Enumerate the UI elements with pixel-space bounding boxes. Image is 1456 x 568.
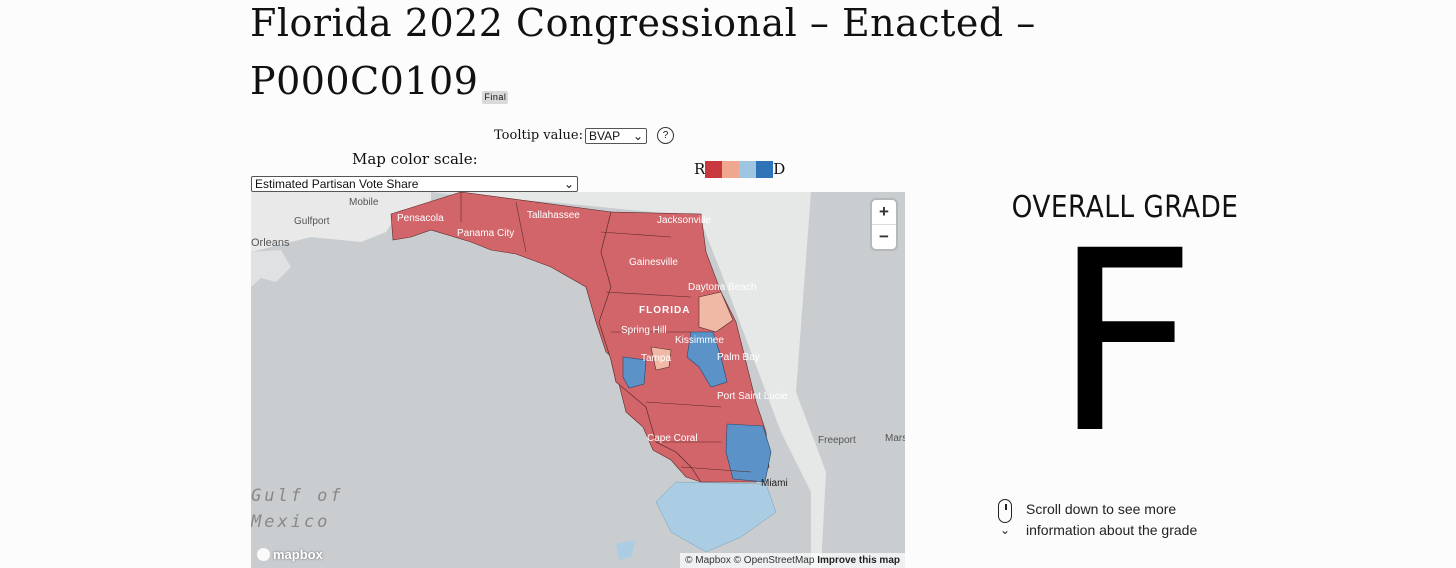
legend-left-label: R: [694, 160, 706, 178]
chevron-down-icon: ⌄: [632, 128, 644, 143]
help-icon-label: ?: [662, 130, 669, 141]
legend-right-label: D: [773, 160, 786, 178]
district-boundaries: [460, 192, 752, 473]
place-label: Mobile: [349, 197, 379, 208]
place-label: Gainesville: [629, 257, 678, 268]
help-icon[interactable]: ?: [657, 127, 675, 144]
place-label: Mars: [885, 433, 905, 444]
scroll-hint: ⌄ Scroll down to see more information ab…: [996, 499, 1226, 541]
attribution-mapbox-link[interactable]: © Mapbox: [685, 555, 731, 566]
mapbox-logo[interactable]: mapbox: [257, 547, 323, 562]
scroll-hint-line1: Scroll down to see more: [1026, 501, 1177, 517]
zoom-control: + −: [872, 200, 896, 249]
color-legend: R D: [694, 160, 785, 178]
water-label: Mexico: [251, 512, 331, 532]
district-south-blue: [725, 423, 772, 483]
color-scale-select-value: Estimated Partisan Vote Share: [255, 177, 419, 191]
status-badge: Final: [482, 91, 509, 104]
place-label: Tallahassee: [527, 210, 580, 221]
grade-heading: OVERALL GRADE: [1011, 190, 1239, 225]
place-label: FLORIDA: [639, 305, 691, 316]
place-label: Kissimmee: [675, 335, 724, 346]
place-label: Cape Coral: [647, 433, 698, 444]
scroll-hint-text: Scroll down to see more information abou…: [1026, 499, 1226, 541]
place-label: Port Saint Lucie: [717, 391, 788, 402]
place-label: Palm Bay: [717, 352, 760, 363]
place-label: Jacksonville: [657, 215, 711, 226]
tooltip-label: Tooltip value:: [494, 128, 584, 143]
place-label: Daytona Beach: [688, 282, 757, 293]
zoom-out-button[interactable]: −: [872, 224, 896, 249]
land-gulf-coast: [251, 192, 431, 252]
place-label: Tampa: [641, 353, 672, 364]
place-label: Gulfport: [294, 216, 330, 227]
attribution-osm-link[interactable]: © OpenStreetMap: [733, 555, 815, 566]
grade-letter: F: [1053, 197, 1197, 488]
district-keys-islet: [616, 540, 636, 560]
map-attribution: © Mapbox © OpenStreetMap Improve this ma…: [680, 553, 905, 568]
legend-swatch: [722, 160, 740, 178]
tooltip-select-value: BVAP: [589, 128, 621, 143]
color-scale-select[interactable]: Estimated Partisan Vote Share ⌄: [251, 176, 578, 192]
mapbox-logo-text: mapbox: [273, 547, 323, 562]
place-label: Pensacola: [397, 213, 444, 224]
district-map[interactable]: Mobile Gulfport Orleans Pensacola Panama…: [251, 192, 905, 568]
legend-swatch: [705, 160, 723, 178]
district-keys-light: [655, 481, 777, 553]
tooltip-control: Tooltip value: BVAP ⌄ ?: [494, 127, 675, 144]
water-label: Gulf of: [251, 486, 344, 506]
district-orlando: [686, 331, 728, 388]
chevron-down-icon: ⌄: [563, 177, 574, 191]
place-label: Orleans: [251, 237, 290, 249]
zoom-in-button[interactable]: +: [879, 202, 889, 221]
place-label: Panama City: [457, 228, 515, 239]
legend-swatch: [756, 160, 774, 178]
tooltip-select[interactable]: BVAP ⌄: [585, 127, 648, 144]
map-canvas: [251, 192, 905, 568]
land-louisiana: [251, 250, 291, 287]
district-daytona: [698, 291, 734, 333]
color-scale-label: Map color scale:: [352, 150, 478, 168]
land-mainland: [431, 192, 905, 568]
place-label: Freeport: [818, 435, 856, 446]
district-tampa-blue: [622, 356, 647, 389]
improve-map-link[interactable]: Improve this map: [817, 555, 900, 566]
page-title-text: Florida 2022 Congressional – Enacted – P…: [250, 1, 1036, 103]
mapbox-logo-icon: [257, 548, 270, 561]
mouse-scroll-icon: ⌄: [996, 499, 1016, 539]
legend-swatch: [739, 160, 757, 178]
scroll-hint-line2: information about the grade: [1026, 522, 1198, 538]
atlantic-ocean: [796, 192, 905, 568]
place-label: Spring Hill: [621, 325, 667, 336]
page-title: Florida 2022 Congressional – Enacted – P…: [250, 0, 1070, 110]
place-label: Miami: [761, 478, 788, 489]
district-region-red-east: [598, 211, 770, 483]
district-tampa-light: [650, 346, 672, 371]
